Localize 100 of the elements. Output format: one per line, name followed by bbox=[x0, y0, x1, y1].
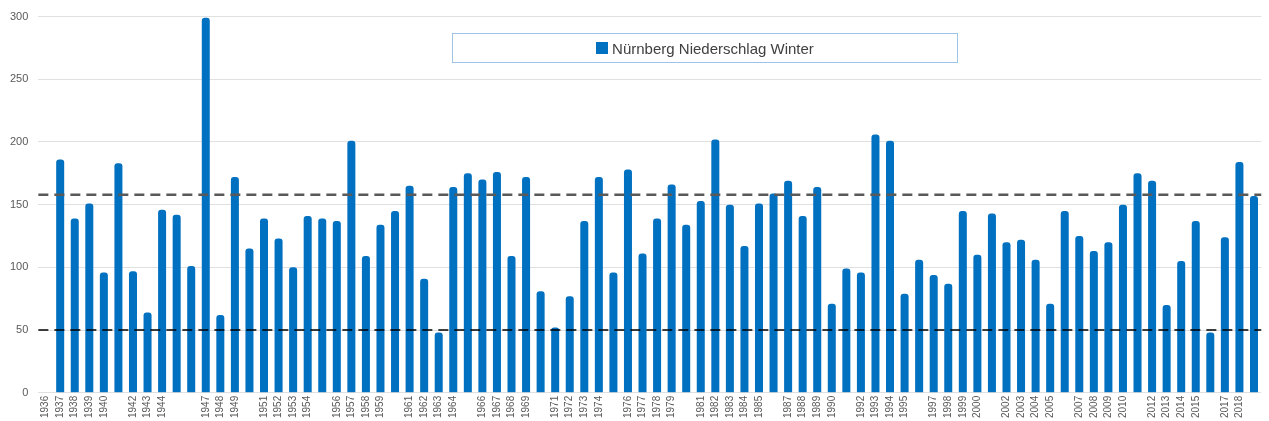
y-tick-label: 50 bbox=[16, 323, 29, 336]
bar bbox=[245, 248, 254, 393]
bar bbox=[1046, 303, 1055, 393]
bar bbox=[929, 274, 938, 393]
x-tick-label: 1973 bbox=[578, 395, 590, 418]
x-tick-label: 1985 bbox=[752, 395, 764, 418]
bar bbox=[376, 224, 385, 393]
bar bbox=[667, 184, 676, 393]
x-tick-label: 2018 bbox=[1233, 395, 1245, 418]
x-tick-label: 1947 bbox=[199, 395, 211, 418]
bar bbox=[478, 179, 487, 393]
x-tick-label: 1961 bbox=[403, 395, 415, 418]
bar bbox=[725, 204, 734, 393]
bar bbox=[391, 210, 400, 393]
bar bbox=[827, 303, 836, 393]
bar bbox=[551, 327, 560, 393]
bar bbox=[128, 271, 137, 393]
bar bbox=[769, 193, 778, 393]
x-tick-label: 1993 bbox=[869, 395, 881, 418]
x-tick-label: 1958 bbox=[359, 395, 371, 418]
bar bbox=[1148, 180, 1157, 393]
bar bbox=[230, 177, 239, 393]
x-tick-label: 1987 bbox=[781, 395, 793, 418]
x-tick-label: 1990 bbox=[825, 395, 837, 418]
y-tick-label: 100 bbox=[9, 260, 29, 273]
x-tick-label: 1967 bbox=[490, 395, 502, 418]
bar bbox=[187, 266, 196, 393]
bar bbox=[915, 259, 924, 393]
bar bbox=[1060, 210, 1069, 393]
y-tick-label: 0 bbox=[22, 385, 29, 398]
x-tick-label: 1952 bbox=[272, 395, 284, 418]
bar bbox=[1118, 204, 1127, 393]
bar bbox=[696, 200, 705, 393]
bar bbox=[260, 218, 269, 393]
x-tick-label: 2014 bbox=[1174, 395, 1186, 418]
bar bbox=[958, 210, 967, 393]
bar bbox=[434, 332, 443, 393]
x-tick-label: 1936 bbox=[39, 395, 51, 418]
bar bbox=[900, 293, 909, 393]
bar bbox=[216, 315, 225, 393]
bar bbox=[638, 253, 647, 393]
x-tick-label: 1978 bbox=[650, 395, 662, 418]
x-tick-label: 1997 bbox=[927, 395, 939, 418]
x-tick-label: 1988 bbox=[796, 395, 808, 418]
legend-label: Nürnberg Niederschlag Winter bbox=[612, 39, 814, 57]
bar bbox=[565, 296, 574, 393]
bar bbox=[56, 159, 65, 393]
bar bbox=[420, 278, 429, 393]
x-tick-label: 1951 bbox=[257, 395, 269, 418]
bar bbox=[886, 140, 895, 393]
x-tick-label: 2002 bbox=[1000, 395, 1012, 418]
x-tick-label: 1953 bbox=[286, 395, 298, 418]
bar bbox=[1089, 251, 1098, 393]
bar bbox=[1206, 332, 1215, 393]
x-tick-label: 2009 bbox=[1102, 395, 1114, 418]
bar bbox=[711, 139, 720, 393]
x-tick-label: 2003 bbox=[1014, 395, 1026, 418]
bar bbox=[1017, 239, 1026, 393]
x-tick-label: 2004 bbox=[1029, 395, 1041, 418]
bar bbox=[1235, 162, 1244, 393]
bar bbox=[318, 218, 327, 393]
bar bbox=[1075, 236, 1084, 393]
x-tick-label: 1956 bbox=[330, 395, 342, 418]
x-tick-label: 2008 bbox=[1087, 395, 1099, 418]
bar bbox=[871, 134, 880, 393]
bar bbox=[987, 213, 996, 393]
x-tick-label: 1983 bbox=[723, 395, 735, 418]
x-tick-label: 2012 bbox=[1145, 395, 1157, 418]
bar bbox=[99, 272, 108, 393]
x-tick-label: 1994 bbox=[883, 395, 895, 418]
bar bbox=[70, 218, 79, 393]
x-tick-label: 1977 bbox=[636, 395, 648, 418]
bar bbox=[201, 17, 210, 393]
x-tick-label: 2013 bbox=[1160, 395, 1172, 418]
x-tick-label: 1968 bbox=[505, 395, 517, 418]
x-tick-label: 1989 bbox=[810, 395, 822, 418]
bar bbox=[522, 177, 531, 393]
bar bbox=[158, 209, 167, 393]
bar bbox=[85, 203, 94, 393]
bar bbox=[536, 291, 545, 393]
bar bbox=[114, 163, 123, 393]
bar bbox=[449, 187, 458, 393]
x-tick-label: 2017 bbox=[1218, 395, 1230, 418]
x-tick-label: 1940 bbox=[97, 395, 109, 418]
bar bbox=[289, 267, 298, 393]
x-tick-label: 1954 bbox=[301, 395, 313, 418]
bar bbox=[1162, 304, 1171, 393]
bar bbox=[798, 215, 807, 393]
bar bbox=[594, 177, 603, 393]
x-tick-label: 1949 bbox=[228, 395, 240, 418]
bar bbox=[1191, 220, 1200, 393]
bar bbox=[784, 180, 793, 393]
bar bbox=[1133, 173, 1142, 393]
bar bbox=[856, 272, 865, 393]
x-tick-label: 1938 bbox=[68, 395, 80, 418]
x-tick-label: 1969 bbox=[519, 395, 531, 418]
x-tick-label: 1937 bbox=[53, 395, 65, 418]
x-tick-label: 1995 bbox=[898, 395, 910, 418]
bar bbox=[143, 312, 152, 393]
x-tick-label: 1981 bbox=[694, 395, 706, 418]
